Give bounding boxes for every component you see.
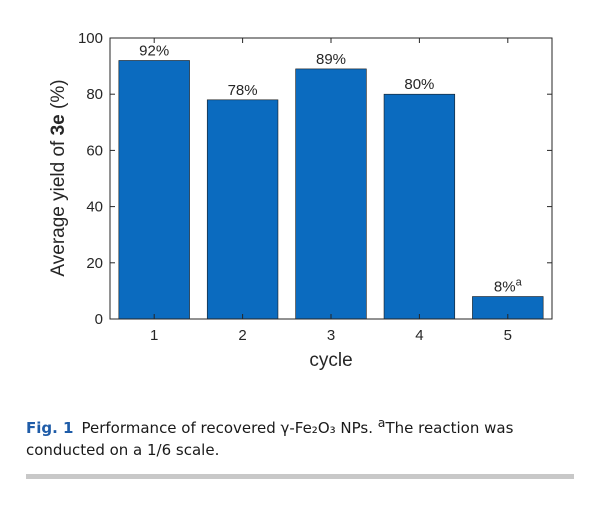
caption-text-start: Performance of recovered γ-Fe₂O₃ NPs. [81, 419, 378, 437]
data-label: 92% [139, 42, 169, 59]
caption-text-end: The reaction was conducted on a 1/6 scal… [26, 419, 514, 459]
x-tick-label: 1 [150, 327, 158, 344]
y-tick-label: 80 [86, 86, 103, 103]
figure-caption: Fig. 1 Performance of recovered γ-Fe₂O₃ N… [26, 412, 586, 461]
bar-chart: Average yield of 3e (%) cycle 92% 78% 89% 8… [48, 30, 553, 371]
caption-divider [26, 474, 574, 479]
data-label: 8%a [494, 277, 523, 296]
y-tick-label: 100 [78, 30, 103, 47]
data-label: 89% [316, 51, 346, 68]
data-label-superscript: a [516, 277, 523, 289]
y-tick-label: 20 [86, 255, 103, 272]
x-tick-label: 2 [238, 327, 246, 344]
data-label: 78% [228, 82, 258, 99]
caption-superscript: a [377, 415, 386, 430]
y-tick-label: 0 [95, 311, 103, 328]
bar [295, 68, 367, 320]
bar [206, 99, 279, 320]
x-tick-label: 5 [504, 327, 512, 344]
x-tick-label: 4 [415, 327, 423, 344]
figure-label: Fig. 1 [26, 419, 74, 437]
x-tick-label: 3 [327, 327, 335, 344]
plot-area: 92% 78% 89% 80% 8%a 0 20 40 60 80 100 1 2 3 4 5 [78, 30, 553, 344]
bar [383, 93, 456, 320]
data-label: 80% [404, 76, 434, 93]
y-tick-label: 40 [86, 199, 103, 216]
x-axis-title: cycle [309, 350, 352, 371]
y-axis-title: Average yield of 3e (%) [48, 79, 69, 276]
bar [118, 60, 190, 320]
y-tick-label: 60 [86, 142, 103, 159]
